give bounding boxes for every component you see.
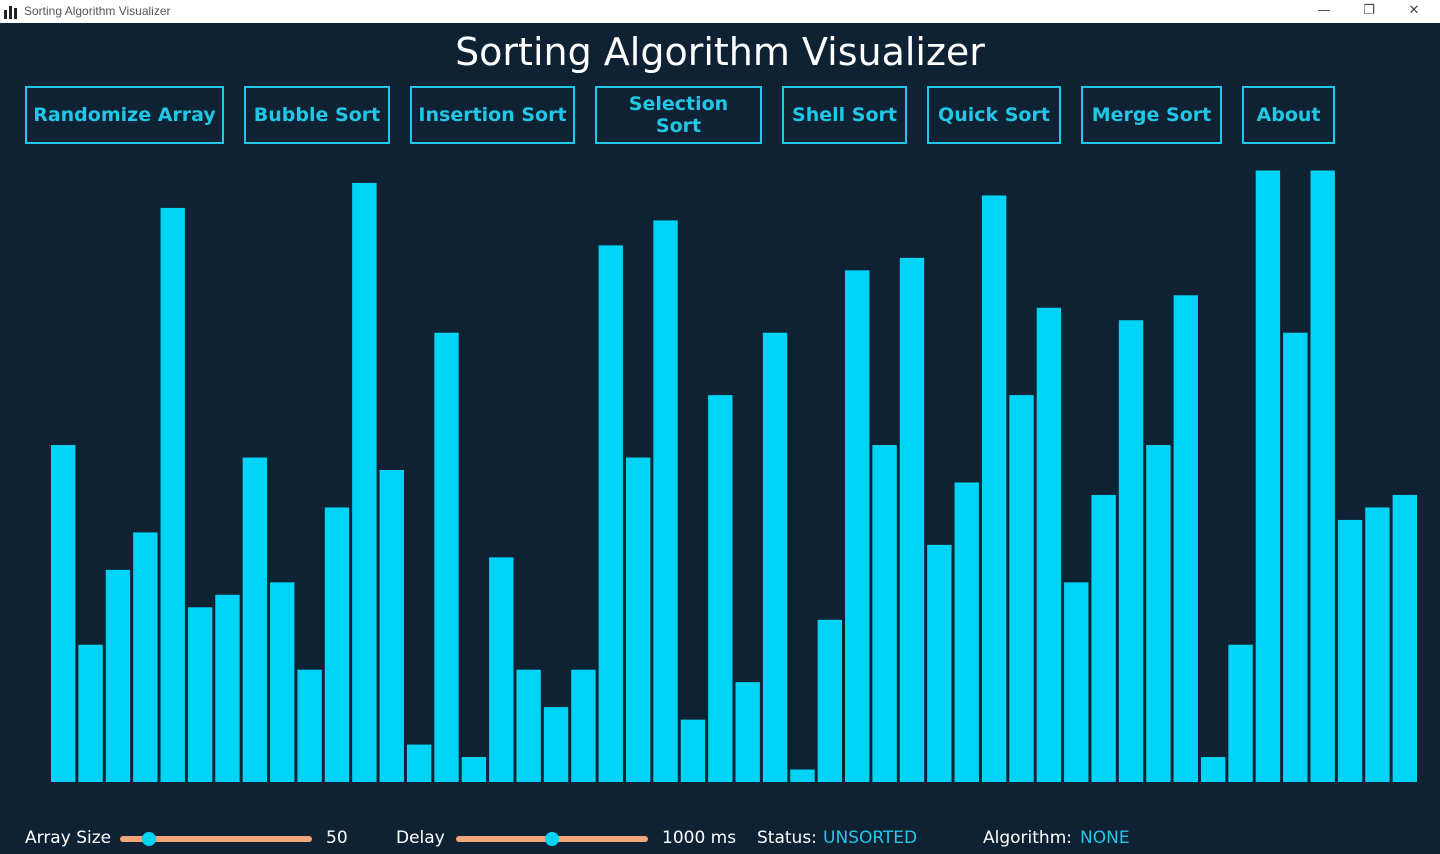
array-bar [1365,507,1390,782]
insertion-sort-button[interactable]: Insertion Sort [410,86,575,144]
array-bar [352,182,377,782]
array-size-slider-thumb[interactable] [141,832,156,846]
array-bar [489,557,514,782]
array-bar [324,507,350,782]
algorithm-label: Algorithm: [983,828,1072,848]
array-bar [270,582,295,782]
algorithm-value: NONE [1080,828,1130,848]
array-bar [899,257,925,783]
array-bar [680,719,706,782]
array-size-slider-track[interactable] [120,836,312,842]
delay-slider-thumb[interactable] [545,832,559,846]
bubble-sort-button[interactable]: Bubble Sort [244,86,390,144]
array-size-value: 50 [326,828,348,848]
about-button[interactable]: About [1242,86,1335,144]
array-bar [762,332,788,782]
shell-sort-button[interactable]: Shell Sort [782,86,907,144]
array-bar [625,457,651,782]
array-bar [51,445,76,782]
status-value: UNSORTED [823,828,918,848]
array-bar [434,332,459,782]
array-bar [187,607,213,782]
quick-sort-button[interactable]: Quick Sort [927,86,1061,144]
array-bar [1036,307,1062,782]
array-bar [735,682,760,782]
array-bar [1091,494,1116,782]
array-bar [708,395,733,782]
array-bar [571,669,596,782]
array-bar [133,532,158,782]
array-bar [927,544,952,782]
array-bar [1392,494,1417,782]
array-bar [105,569,131,782]
title-bar: Sorting Algorithm Visualizer — ❐ ✕ [0,0,1440,23]
array-size-label: Array Size [25,828,112,848]
restore-icon[interactable]: ❐ [1363,3,1375,18]
delay-slider[interactable] [456,830,648,848]
array-bar [598,245,623,783]
page-title: Sorting Algorithm Visualizer [455,30,985,74]
delay-value: 1000 ms [662,828,737,848]
array-bar [516,669,541,782]
array-bar [872,445,897,782]
array-bar [461,757,487,782]
array-bar [1228,644,1253,782]
array-bar [1200,757,1226,782]
array-bar [297,669,322,782]
bar-chart-icon [4,6,17,19]
array-bar [78,644,103,782]
status-label: Status: [757,828,817,848]
array-bar [379,470,404,782]
array-bar [242,457,268,782]
array-bar [1255,170,1281,783]
array-bar [543,707,569,782]
array-size-slider[interactable] [120,830,312,848]
randomize-array-button[interactable]: Randomize Array [25,86,224,144]
array-bar [981,195,1007,782]
array-bar [1118,320,1144,782]
selection-sort-button[interactable]: Selection Sort [595,86,762,144]
array-bar [1009,395,1034,782]
array-bar [215,594,240,782]
window-title: Sorting Algorithm Visualizer [24,4,171,18]
array-bar [954,482,979,782]
array-bar [845,270,870,782]
minimize-icon[interactable]: — [1317,3,1331,18]
array-bar [817,619,843,782]
array-bar [1173,295,1198,782]
array-bar [653,220,678,782]
array-bar [1337,519,1363,782]
array-bar [790,769,815,782]
array-bar [1283,332,1308,782]
array-bar [406,744,432,782]
array-bar [1146,445,1171,782]
close-icon[interactable]: ✕ [1408,3,1420,18]
array-bar [160,207,185,783]
delay-label: Delay [396,828,445,848]
array-bar [1064,582,1089,782]
merge-sort-button[interactable]: Merge Sort [1081,86,1222,144]
array-bar [1310,170,1335,783]
